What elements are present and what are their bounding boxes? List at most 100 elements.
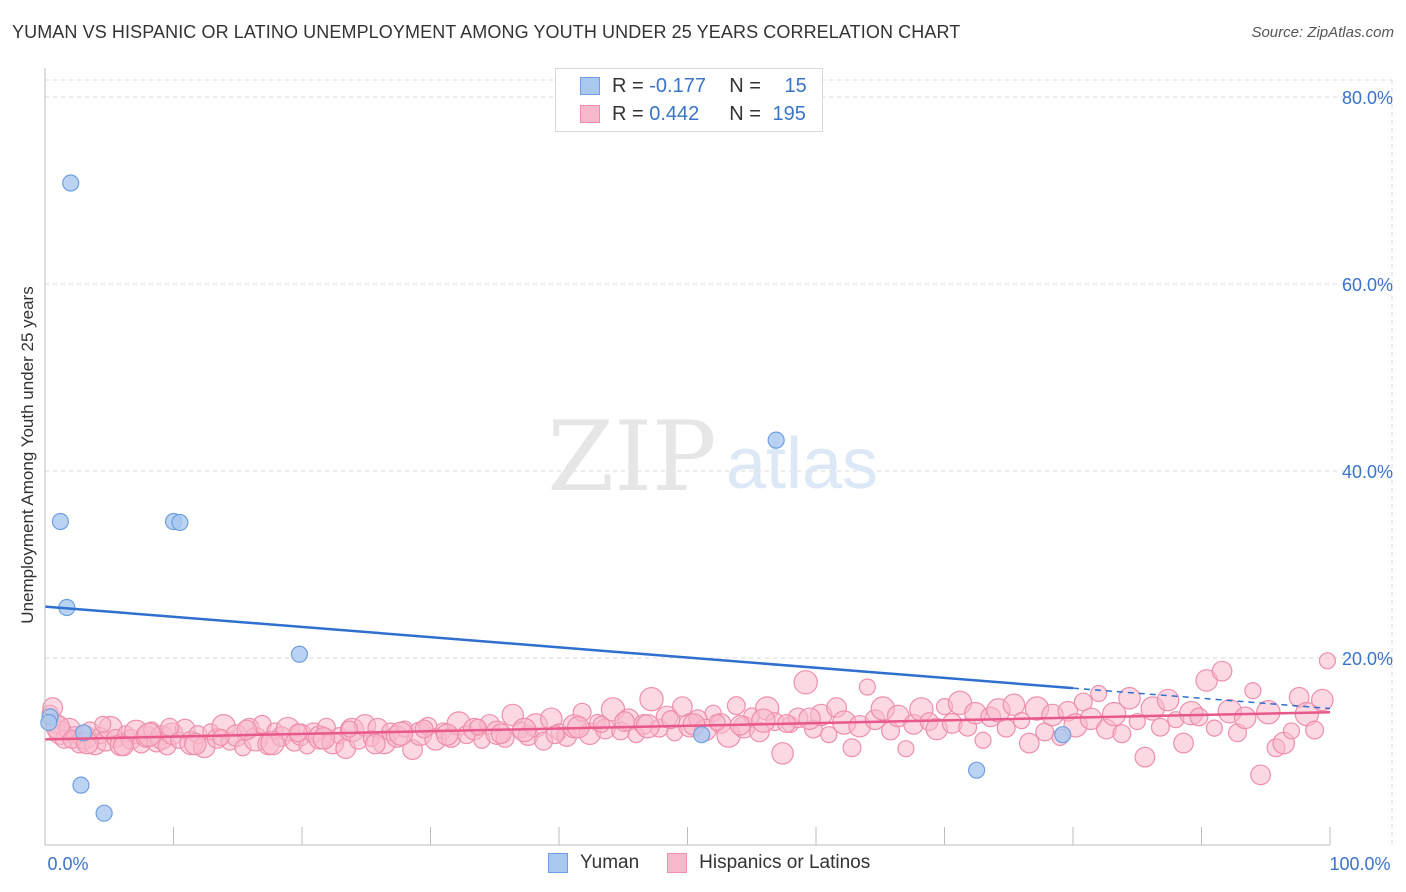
hispanic-point [1211, 660, 1233, 682]
hispanic-point [1002, 693, 1026, 717]
yuman-point [72, 776, 90, 794]
hispanic-point [160, 717, 180, 737]
hispanic-point [490, 723, 512, 745]
hispanic-point [708, 713, 726, 732]
hispanic-point [639, 686, 664, 712]
hispanic-point [1156, 688, 1180, 712]
hispanic-point [996, 718, 1016, 738]
correlation-legend: R = -0.177 N = 15 R = 0.442 N = 195 [555, 68, 823, 132]
hispanic-point [1012, 712, 1031, 730]
legend-n-value: 195 [772, 102, 806, 125]
yuman-point [767, 431, 785, 449]
y-axis-label: Unemployment Among Youth under 25 years [18, 286, 37, 624]
legend-n-value: 15 [784, 74, 807, 97]
legend-row-hispanic: R = 0.442 N = 195 [580, 102, 806, 126]
x-tick-label: 0.0% [47, 854, 88, 874]
hispanic-point [1318, 652, 1337, 670]
series-swatch-hispanic [667, 853, 688, 873]
hispanic-point [435, 723, 459, 746]
hispanic-point [592, 715, 611, 733]
hispanic-point [1134, 746, 1156, 768]
legend-swatch-hispanic [580, 105, 600, 123]
x-tick-label: 100.0% [1329, 854, 1390, 874]
hispanic-point [1118, 686, 1141, 710]
hispanic-point [545, 725, 565, 745]
watermark-zip: ZIP [547, 401, 716, 513]
hispanic-point [236, 719, 258, 741]
hispanic-point [1101, 701, 1127, 727]
hispanic-point [798, 707, 821, 731]
yuman-point [40, 713, 58, 732]
hispanic-point [112, 735, 134, 757]
hispanic-point [184, 732, 207, 756]
hispanic-point [1090, 684, 1108, 703]
hispanic-point [414, 719, 434, 739]
yuman-point [693, 726, 711, 744]
hispanic-point [1250, 764, 1272, 786]
legend-r-label: R = [612, 74, 650, 97]
hispanic-point [1173, 732, 1194, 754]
hispanic-point [1205, 719, 1223, 737]
hispanic-point [726, 696, 746, 716]
legend-n-label: N = [729, 74, 767, 97]
legend-n-label: N = [729, 102, 767, 125]
hispanic-point [1244, 682, 1262, 700]
series-label-yuman: Yuman [580, 852, 640, 873]
hispanic-point [1195, 669, 1218, 692]
hispanic-point [793, 670, 818, 695]
yuman-point [171, 513, 189, 532]
y-tick-label: 80.0% [1342, 88, 1393, 108]
hispanic-point [1310, 688, 1334, 712]
y-tick-label: 20.0% [1342, 649, 1393, 669]
yuman-point [95, 804, 113, 822]
hispanic-point [1079, 707, 1103, 731]
yuman-point [51, 512, 70, 531]
hispanic-point [820, 726, 838, 744]
source-credit: Source: ZipAtlas.com [1251, 24, 1394, 41]
chart-title: YUMAN VS HISPANIC OR LATINO UNEMPLOYMENT… [12, 22, 961, 42]
yuman-point [74, 724, 93, 742]
hispanic-point [1150, 717, 1170, 737]
hispanic-point [1189, 707, 1209, 727]
yuman-trendline-extension [1072, 687, 1331, 710]
watermark: ZIP atlas [547, 401, 878, 513]
hispanic-point [858, 678, 877, 696]
hispanic-point [897, 740, 915, 758]
hispanic-point [340, 720, 359, 738]
hispanic-point [1018, 732, 1040, 754]
legend-r-value: 0.442 [649, 102, 700, 125]
hispanic-point [842, 738, 862, 758]
hispanic-point [1305, 720, 1325, 740]
yuman-point [290, 645, 309, 663]
legend-row-yuman: R = -0.177 N = 15 [580, 74, 807, 98]
hispanic-point [388, 721, 414, 746]
hispanic-point [661, 710, 681, 730]
yuman-trendline [44, 605, 1074, 690]
hispanic-point [751, 708, 776, 733]
hispanic-point [974, 731, 992, 749]
hispanic-point [469, 718, 487, 736]
hispanic-point [94, 715, 112, 733]
watermark-atlas: atlas [726, 424, 878, 504]
hispanic-point [1282, 722, 1301, 740]
yuman-point [62, 174, 80, 192]
yuman-point [1054, 726, 1072, 744]
series-swatch-yuman [548, 853, 568, 873]
legend-r-value: -0.177 [649, 74, 706, 97]
series-legend-yuman: Yuman [548, 852, 639, 874]
series-label-hispanic: Hispanics or Latinos [699, 852, 871, 873]
hispanic-point [1233, 706, 1257, 730]
series-legend-hispanic: Hispanics or Latinos [667, 852, 870, 874]
legend-swatch-yuman [580, 77, 600, 95]
hispanic-trendline [44, 710, 1331, 741]
axis-layer: 20.0% 40.0% 60.0% 80.0% 0.0% 100.0% [44, 68, 1393, 874]
legend-r-label: R = [612, 102, 650, 125]
hispanic-point [771, 742, 794, 765]
hispanic-point [364, 733, 386, 755]
hispanic-point [312, 727, 336, 750]
trend-layer [44, 605, 1331, 741]
yuman-point [968, 761, 986, 779]
y-tick-label: 60.0% [1342, 275, 1393, 295]
hispanic-point [136, 722, 162, 747]
